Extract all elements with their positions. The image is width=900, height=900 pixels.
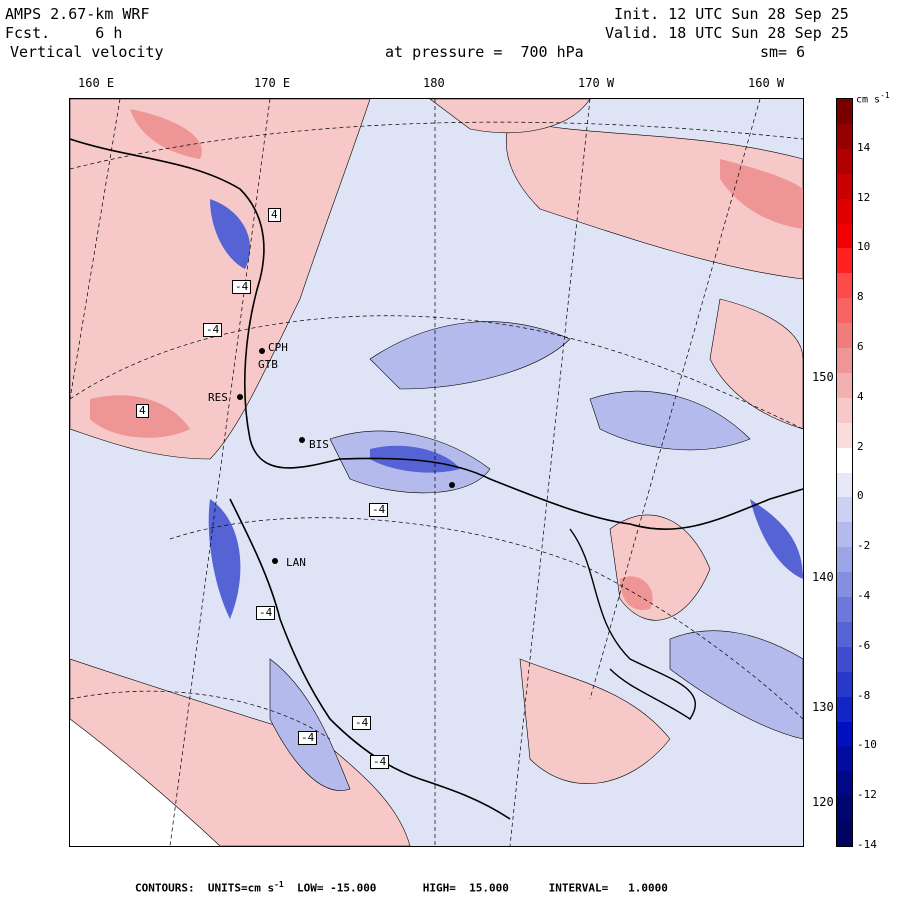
lon-label-170w: 170 W xyxy=(578,76,615,90)
colorbar-cell xyxy=(837,99,852,125)
colorbar-tick-label: -10 xyxy=(857,738,877,752)
vertical-velocity-map[interactable] xyxy=(69,98,804,847)
colorbar-cell xyxy=(837,746,852,772)
colorbar-cell xyxy=(837,547,852,573)
colorbar-tick-label: -14 xyxy=(857,838,877,851)
island-outline xyxy=(569,528,696,720)
colorbar-cell xyxy=(837,621,852,648)
valid-time: Valid. 18 UTC Sun 28 Sep 25 xyxy=(605,24,849,42)
colorbar-cell xyxy=(837,472,852,498)
colorbar-tick-label: 8 xyxy=(857,290,864,304)
station-label-cph: CPH xyxy=(268,341,288,354)
colorbar xyxy=(836,98,853,847)
colorbar-cell xyxy=(837,273,852,299)
colorbar-tick-label: 4 xyxy=(857,389,864,403)
contour-label: 4 xyxy=(268,208,281,222)
colorbar-cell xyxy=(837,298,852,324)
smoothing: sm= 6 xyxy=(760,43,806,61)
station-markers xyxy=(237,348,455,564)
contour-label: -4 xyxy=(370,755,390,769)
colorbar-cell xyxy=(837,447,852,473)
station-label-bis: BIS xyxy=(309,438,329,451)
positive-velocity-regions xyxy=(70,99,803,846)
colorbar-cell xyxy=(837,348,852,374)
lon-label-160e: 160 E xyxy=(78,76,115,90)
forecast-hour: Fcst. 6 h xyxy=(5,24,123,42)
colorbar-cell xyxy=(837,821,852,847)
lon-label-170e: 170 E xyxy=(254,76,291,90)
colorbar-tick-label: 10 xyxy=(857,240,871,254)
colorbar-units: cm s-1 xyxy=(856,91,890,106)
colorbar-cell xyxy=(837,497,852,523)
colorbar-cell xyxy=(837,173,852,200)
lon-label-180: 180 xyxy=(423,76,445,90)
contour-label: -4 xyxy=(203,323,223,337)
colorbar-tick-label: 2 xyxy=(857,439,864,453)
colorbar-cell xyxy=(837,323,852,349)
coastline xyxy=(70,138,803,531)
map-canvas xyxy=(70,99,803,846)
mountain-front xyxy=(229,498,511,820)
colorbar-cell xyxy=(837,597,852,623)
contour-label: 4 xyxy=(136,404,149,418)
colorbar-tick-label: -4 xyxy=(857,589,871,602)
negative-velocity-regions xyxy=(269,321,803,791)
model-title: AMPS 2.67-km WRF xyxy=(5,5,150,23)
colorbar-cell xyxy=(837,223,852,249)
colorbar-cell xyxy=(837,721,852,747)
contour-info-footer: CONTOURS: UNITS=cm s-1 LOW= -15.000 HIGH… xyxy=(135,880,668,895)
colorbar-tick-label: 14 xyxy=(857,140,871,154)
colorbar-cell xyxy=(837,148,852,175)
colorbar-cell xyxy=(837,646,852,673)
lon-label-160w: 160 W xyxy=(748,76,785,90)
colorbar-cell xyxy=(837,248,852,274)
colorbar-tick-label: 0 xyxy=(857,489,864,503)
contour-label: -4 xyxy=(256,606,276,620)
no-data-region xyxy=(70,659,400,846)
strong-negative-velocity-regions xyxy=(208,199,803,619)
colorbar-tick-label: -12 xyxy=(857,788,877,802)
colorbar-cell xyxy=(837,796,852,822)
colorbar-tick-label: 12 xyxy=(857,190,871,204)
colorbar-cell xyxy=(837,397,852,424)
colorbar-cell xyxy=(837,671,852,698)
graticule xyxy=(70,99,803,846)
colorbar-cell xyxy=(837,372,852,399)
init-time: Init. 12 UTC Sun 28 Sep 25 xyxy=(614,5,849,23)
colorbar-cell xyxy=(837,522,852,548)
pressure-level: at pressure = 700 hPa xyxy=(385,43,584,61)
field-name: Vertical velocity xyxy=(10,43,164,61)
colorbar-cell xyxy=(837,198,852,224)
colorbar-cell xyxy=(837,771,852,797)
colorbar-cell xyxy=(837,572,852,598)
contour-label: -4 xyxy=(298,731,318,745)
contour-label: -4 xyxy=(232,280,252,294)
contour-label: -4 xyxy=(369,503,389,517)
colorbar-tick-label: -6 xyxy=(857,638,871,652)
station-label-lan: LAN xyxy=(286,556,306,569)
colorbar-cell xyxy=(837,422,852,449)
colorbar-tick-label: -8 xyxy=(857,688,871,702)
colorbar-tick-label: 6 xyxy=(857,340,864,353)
colorbar-cell xyxy=(837,123,852,150)
station-label-gtb: GTB xyxy=(258,358,278,371)
station-label-res: RES xyxy=(208,391,228,404)
contour-label: -4 xyxy=(352,716,372,730)
colorbar-cell xyxy=(837,696,852,722)
colorbar-tick-label: -2 xyxy=(857,539,871,553)
